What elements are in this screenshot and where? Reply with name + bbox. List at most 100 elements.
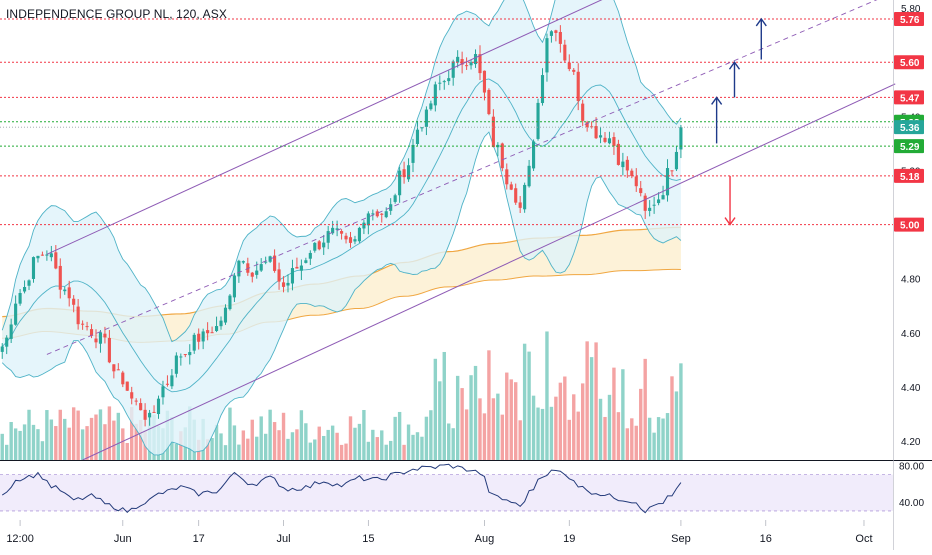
volume-bar — [330, 425, 335, 460]
candle-body — [89, 329, 94, 336]
volume-bar — [134, 423, 138, 460]
candle-body — [143, 409, 147, 420]
candle-body — [161, 386, 165, 398]
arrow-head-3 — [724, 217, 736, 226]
price-tag-5.36 — [894, 120, 924, 135]
candle-body — [192, 334, 196, 351]
arrow-head-2 — [755, 17, 767, 27]
rsi-tick-label: 80.00 — [899, 462, 924, 473]
volume-bar — [281, 412, 286, 460]
time-tick-label: 12:00 — [6, 533, 34, 545]
candle-body — [536, 102, 540, 139]
candle-body — [415, 129, 420, 144]
candle-body — [634, 176, 638, 187]
volume-bar — [406, 424, 411, 460]
volume-bar — [380, 430, 384, 460]
candle-body — [121, 372, 125, 385]
volume-bar — [674, 391, 679, 460]
candle-body — [223, 307, 228, 323]
rsi-band — [0, 474, 893, 511]
candle-body — [36, 255, 40, 259]
price-tag-text: 5.60 — [900, 58, 920, 69]
channel-lower-line — [82, 83, 896, 461]
candle-body — [219, 320, 223, 327]
volume-bar — [214, 424, 219, 460]
candle-body — [665, 168, 670, 196]
candle-body — [594, 126, 598, 139]
candle-body — [348, 237, 353, 243]
volume-bar — [335, 432, 339, 460]
candle-body — [232, 275, 236, 298]
volume-bar — [322, 435, 326, 460]
volume-bar — [469, 375, 473, 460]
candle-body — [317, 241, 321, 250]
candle-body — [81, 323, 85, 325]
candle-body — [0, 346, 4, 352]
volume-bar — [277, 430, 281, 460]
candle-body — [174, 355, 178, 374]
candle-body — [491, 116, 495, 148]
candle-body — [607, 138, 612, 144]
candle-body — [241, 261, 245, 263]
price-tag-5.76 — [894, 11, 924, 26]
candle-body — [375, 211, 379, 217]
volume-bar — [393, 416, 397, 460]
price-tag-text: 5.29 — [900, 142, 920, 153]
volume-bar — [103, 424, 107, 460]
candle-body — [58, 265, 62, 290]
volume-bar — [58, 409, 62, 460]
price-tick-label: 4.20 — [901, 437, 921, 448]
volume-bar — [415, 432, 420, 460]
candle-body — [598, 135, 603, 138]
candle-body — [429, 103, 433, 110]
candle-body — [554, 30, 558, 33]
candle-body — [72, 298, 76, 305]
candle-body — [107, 337, 111, 363]
volume-bar — [545, 331, 549, 460]
volume-bar — [634, 425, 638, 460]
volume-bar — [424, 416, 429, 460]
candle-body — [201, 331, 205, 342]
candle-body — [603, 137, 607, 142]
price-tag-5.00 — [894, 217, 924, 232]
candle-body — [237, 260, 241, 277]
volume-bar — [594, 342, 598, 460]
volume-bar — [509, 379, 513, 460]
candle-body — [63, 289, 67, 292]
candle-body — [353, 239, 357, 242]
candle-body — [621, 161, 625, 168]
volume-bar — [563, 376, 567, 460]
candle-body — [313, 242, 317, 251]
candle-body — [478, 54, 482, 74]
volume-bar — [205, 439, 210, 460]
candle-body — [643, 195, 647, 211]
candle-body — [304, 260, 308, 263]
candle-body — [152, 411, 156, 413]
volume-bar — [272, 422, 277, 460]
candle-body — [308, 252, 312, 259]
volume-bar — [679, 363, 683, 460]
candle-body — [540, 75, 545, 104]
volume-bar — [496, 393, 500, 460]
candle-body — [567, 62, 571, 70]
volume-bar — [344, 443, 348, 460]
volume-bar — [589, 357, 594, 460]
candle-body — [259, 264, 263, 271]
arrow-head-0 — [711, 96, 723, 105]
volume-bar — [455, 375, 460, 460]
time-tick-label: Jul — [276, 533, 290, 545]
volume-bar — [607, 394, 612, 460]
rsi-tick-label: 40.00 — [899, 498, 924, 509]
volume-bar — [63, 418, 67, 460]
candle-body — [134, 400, 138, 402]
projection-arrows — [711, 17, 767, 226]
time-tick-label: Sep — [671, 533, 691, 545]
candle-body — [581, 103, 585, 121]
candle-body — [170, 375, 174, 387]
volume-bar — [366, 441, 371, 460]
candle-body — [67, 287, 71, 299]
volume-bar — [255, 436, 259, 460]
candle-body — [103, 333, 107, 338]
